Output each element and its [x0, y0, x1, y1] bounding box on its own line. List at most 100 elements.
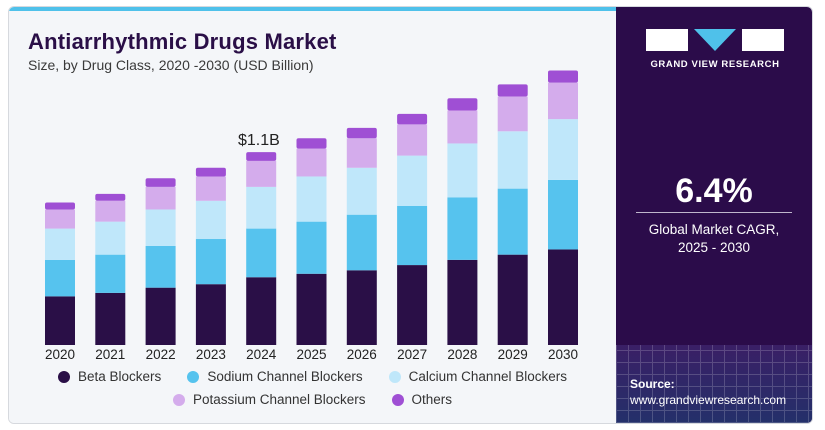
logo-block-left — [646, 29, 688, 51]
bar-segment-sodium-channel-blockers-2026 — [346, 214, 377, 271]
chart-card: Antiarrhythmic Drugs Market Size, by Dru… — [8, 6, 813, 424]
bar-segment-beta-blockers-2030 — [548, 249, 578, 345]
bar-segment-sodium-channel-blockers-2027 — [397, 206, 428, 266]
x-tick-label-2027: 2027 — [397, 347, 427, 362]
x-tick-label-2021: 2021 — [95, 347, 125, 362]
top-accent-bar — [9, 7, 616, 11]
bar-segment-beta-blockers-2025 — [296, 273, 327, 345]
legend-row-2: Potassium Channel Blockers Others — [9, 392, 616, 407]
x-tick-label-2030: 2030 — [548, 347, 578, 362]
bar-segment-beta-blockers-2021 — [95, 292, 126, 345]
x-tick-label-2029: 2029 — [498, 347, 528, 362]
bar-segment-others-2025 — [296, 138, 327, 149]
bar-segment-others-2023 — [195, 167, 226, 177]
bar-segment-potassium-channel-blockers-2028 — [447, 110, 478, 144]
bar-segment-sodium-channel-blockers-2029 — [497, 188, 528, 255]
bar-segment-calcium-channel-blockers-2025 — [296, 176, 327, 222]
legend-item-others: Others — [391, 392, 453, 407]
legend-swatch-beta-blockers — [58, 370, 71, 383]
bar-segment-potassium-channel-blockers-2027 — [397, 124, 428, 156]
bar-segment-potassium-channel-blockers-2025 — [296, 148, 327, 177]
grand-view-research-logo: GRAND VIEW RESEARCH — [640, 29, 790, 89]
x-tick-label-2026: 2026 — [347, 347, 377, 362]
bar-segment-others-2030 — [548, 70, 578, 83]
bar-segment-sodium-channel-blockers-2025 — [296, 221, 327, 274]
value-annotation-2024: $1.1B — [238, 132, 280, 149]
legend-item-beta-blockers: Beta Blockers — [58, 369, 161, 384]
bar-segment-calcium-channel-blockers-2027 — [397, 155, 428, 206]
logo-mark — [640, 29, 790, 51]
source-label: Source: — [630, 377, 675, 391]
bar-segment-calcium-channel-blockers-2021 — [95, 221, 126, 255]
logo-block-right — [742, 29, 784, 51]
bar-segment-sodium-channel-blockers-2021 — [95, 254, 126, 293]
bar-segment-calcium-channel-blockers-2023 — [195, 200, 226, 240]
side-panel: GRAND VIEW RESEARCH 6.4% Global Market C… — [616, 7, 812, 423]
bar-segment-sodium-channel-blockers-2022 — [145, 245, 176, 288]
bar-segment-calcium-channel-blockers-2028 — [447, 143, 478, 198]
legend-label: Beta Blockers — [78, 369, 162, 384]
x-tick-label-2023: 2023 — [196, 347, 226, 362]
bar-segment-beta-blockers-2022 — [145, 287, 176, 345]
bar-segment-potassium-channel-blockers-2020 — [45, 209, 75, 229]
stacked-bar-chart: 2020 2021 2022 2023 2024 2025 2026 2027 2028 2029… — [45, 70, 578, 362]
legend-row-1: Beta Blockers Sodium Channel Blockers Ca… — [9, 369, 616, 384]
source-url[interactable]: www.grandviewresearch.com — [630, 393, 787, 407]
bar-segment-others-2021 — [95, 193, 126, 201]
legend-swatch-potassium-channel-blockers — [172, 393, 185, 406]
legend-item-calcium-channel-blockers: Calcium Channel Blockers — [388, 369, 567, 384]
bar-segment-beta-blockers-2024 — [246, 277, 277, 345]
bar-segment-others-2024 — [246, 152, 277, 161]
legend: Beta Blockers Sodium Channel Blockers Ca… — [9, 369, 616, 415]
logo-text: GRAND VIEW RESEARCH — [650, 59, 780, 70]
bar-segment-potassium-channel-blockers-2030 — [548, 82, 578, 120]
bar-segment-beta-blockers-2026 — [346, 270, 377, 345]
x-tick-label-2028: 2028 — [447, 347, 477, 362]
bar-segment-beta-blockers-2029 — [497, 254, 528, 345]
bar-segment-beta-blockers-2020 — [45, 296, 75, 345]
bar-segment-calcium-channel-blockers-2022 — [145, 209, 176, 246]
cagr-divider — [636, 212, 792, 213]
legend-label: Potassium Channel Blockers — [192, 392, 366, 407]
bar-segment-potassium-channel-blockers-2023 — [195, 176, 226, 201]
chart-area: Antiarrhythmic Drugs Market Size, by Dru… — [9, 7, 616, 423]
legend-swatch-sodium-channel-blockers — [187, 370, 200, 383]
legend-label: Others — [411, 392, 453, 407]
bar-segment-calcium-channel-blockers-2026 — [346, 167, 377, 215]
bar-segment-others-2029 — [497, 84, 528, 97]
bar-segment-potassium-channel-blockers-2024 — [246, 160, 277, 187]
x-tick-label-2025: 2025 — [296, 347, 326, 362]
legend-item-potassium-channel-blockers: Potassium Channel Blockers — [172, 392, 366, 407]
logo-chevron-icon — [694, 29, 736, 51]
bar-segment-beta-blockers-2028 — [447, 259, 478, 345]
bar-segment-sodium-channel-blockers-2020 — [45, 259, 75, 297]
x-tick-label-2020: 2020 — [45, 347, 75, 362]
bar-segment-potassium-channel-blockers-2022 — [145, 186, 176, 210]
chart-title: Antiarrhythmic Drugs Market — [28, 29, 337, 54]
cagr-label-line-2: 2025 - 2030 — [677, 240, 751, 255]
bar-segment-sodium-channel-blockers-2030 — [548, 179, 578, 250]
cagr-label-line-1: Global Market CAGR, — [648, 222, 780, 237]
chart-subtitle: Size, by Drug Class, 2020 -2030 (USD Bil… — [28, 57, 314, 73]
source-band-pattern — [616, 345, 812, 423]
bar-segment-potassium-channel-blockers-2021 — [95, 200, 126, 222]
bar-segment-calcium-channel-blockers-2020 — [45, 228, 75, 260]
bar-segment-others-2020 — [45, 202, 75, 210]
bar-segment-potassium-channel-blockers-2026 — [346, 138, 377, 168]
bar-segment-sodium-channel-blockers-2024 — [246, 228, 277, 278]
bar-segment-sodium-channel-blockers-2028 — [447, 197, 478, 260]
legend-swatch-calcium-channel-blockers — [388, 370, 401, 383]
bar-segment-others-2026 — [346, 127, 377, 139]
bar-segment-potassium-channel-blockers-2029 — [497, 96, 528, 132]
bar-segment-others-2022 — [145, 178, 176, 187]
legend-label: Calcium Channel Blockers — [408, 369, 567, 384]
bar-segment-calcium-channel-blockers-2024 — [246, 186, 277, 229]
bar-segment-calcium-channel-blockers-2030 — [548, 119, 578, 180]
legend-label: Sodium Channel Blockers — [207, 369, 363, 384]
bar-segment-sodium-channel-blockers-2023 — [195, 239, 226, 285]
legend-swatch-others — [391, 393, 404, 406]
cagr-value: 6.4% — [675, 172, 753, 210]
source-band — [616, 345, 812, 423]
bar-segment-others-2028 — [447, 98, 478, 111]
cagr-label: Global Market CAGR, 2025 - 2030 — [616, 221, 812, 257]
